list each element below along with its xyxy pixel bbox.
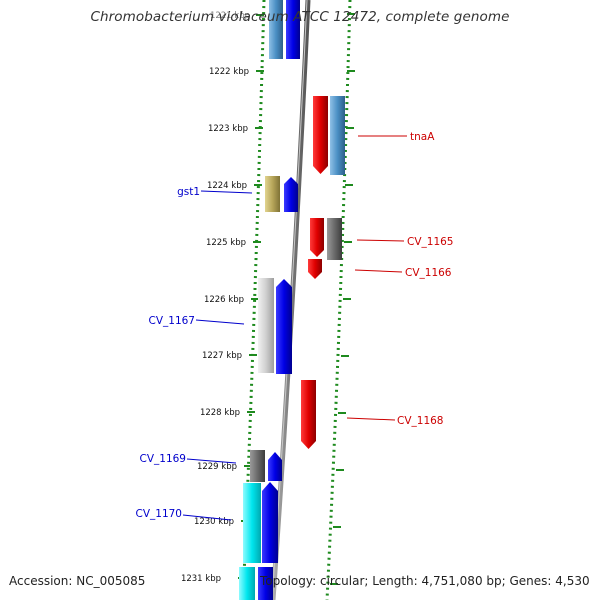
outer-tick-marks (330, 13, 355, 585)
kbp-tick-1225: 1225 kbp (206, 238, 261, 248)
kbp-label-1225: 1225 kbp (206, 238, 246, 248)
gene-red-1[interactable] (313, 96, 328, 174)
kbp-tick-1231: 1231 kbp (181, 574, 246, 584)
gene-label-group-gst1[interactable]: gst1 (177, 186, 253, 198)
gene-tnaA[interactable] (330, 96, 345, 175)
kbp-label-1223: 1223 kbp (208, 124, 248, 134)
gene-cv1166[interactable] (308, 259, 322, 279)
gene-label-cv1167[interactable]: CV_1167 (149, 315, 196, 327)
kbp-label-1224: 1224 kbp (207, 181, 247, 191)
gene-cyan-1[interactable] (243, 483, 261, 563)
gene-label-cv1166[interactable]: CV_1166 (405, 267, 452, 279)
kbp-label-1229: 1229 kbp (197, 462, 237, 472)
gene-cyan-2[interactable] (239, 567, 255, 600)
gene-label-cv1170[interactable]: CV_1170 (136, 508, 183, 520)
gene-olive[interactable] (265, 176, 280, 212)
gene-light-1[interactable] (258, 278, 274, 373)
topology-text: Topology: circular; Length: 4,751,080 bp… (260, 574, 590, 588)
kbp-tick-1228: 1228 kbp (200, 408, 255, 418)
gene-label-group-tnaA[interactable]: tnaA (358, 131, 435, 143)
gene-blue-top[interactable] (286, 0, 300, 59)
gene-label-group-cv1168[interactable]: CV_1168 (346, 415, 444, 427)
gene-cv1169[interactable] (268, 452, 282, 481)
gene-label-group-cv1166[interactable]: CV_1166 (354, 267, 452, 279)
kbp-label-1227: 1227 kbp (202, 351, 242, 361)
gene-label-group-cv1167[interactable]: CV_1167 (149, 315, 245, 327)
kbp-label-1230: 1230 kbp (194, 517, 234, 527)
accession-text: Accession: NC_005085 (9, 574, 146, 588)
gene-label-group-cv1165[interactable]: CV_1165 (356, 236, 454, 248)
kbp-label-1228: 1228 kbp (200, 408, 240, 418)
gene-gst1[interactable] (284, 177, 298, 212)
gene-label-cv1165[interactable]: CV_1165 (407, 236, 454, 248)
gene-label-gst1[interactable]: gst1 (177, 186, 200, 198)
kbp-label-1221: 1221 kbp (210, 11, 250, 21)
genome-backbone (270, 0, 311, 600)
gene-steel-top[interactable] (269, 0, 283, 59)
gene-label-cv1169[interactable]: CV_1169 (140, 453, 187, 465)
gene-dark-2[interactable] (250, 450, 265, 482)
kbp-scale: 1221 kbp 1222 kbp 1223 kbp 1224 kbp 1225… (181, 11, 264, 584)
kbp-tick-1230: 1230 kbp (194, 517, 249, 527)
kbp-tick-1221: 1221 kbp (210, 11, 264, 21)
kbp-tick-1226: 1226 kbp (204, 295, 259, 305)
kbp-label-1226: 1226 kbp (204, 295, 244, 305)
gene-dark-1[interactable] (327, 218, 342, 260)
kbp-label-1222: 1222 kbp (209, 67, 249, 77)
kbp-tick-1227: 1227 kbp (202, 351, 257, 361)
kbp-tick-1224: 1224 kbp (207, 181, 262, 191)
gene-label-group-cv1169[interactable]: CV_1169 (140, 453, 237, 465)
gene-label-cv1168[interactable]: CV_1168 (397, 415, 444, 427)
gene-label-group-cv1170[interactable]: CV_1170 (136, 508, 232, 521)
gene-cv1165[interactable] (310, 218, 324, 257)
kbp-tick-1223: 1223 kbp (208, 124, 263, 134)
gene-cv1170[interactable] (262, 482, 278, 563)
gene-cv1167[interactable] (276, 279, 292, 374)
kbp-label-1231: 1231 kbp (181, 574, 221, 584)
map-title: Chromobacterium violaceum ATCC 12472, co… (90, 9, 510, 25)
kbp-tick-1229: 1229 kbp (197, 462, 252, 472)
gene-blue-bottom[interactable] (258, 567, 273, 600)
gene-label-tnaA[interactable]: tnaA (410, 131, 435, 143)
gene-cv1168[interactable] (301, 380, 316, 449)
kbp-tick-1222: 1222 kbp (209, 67, 264, 77)
